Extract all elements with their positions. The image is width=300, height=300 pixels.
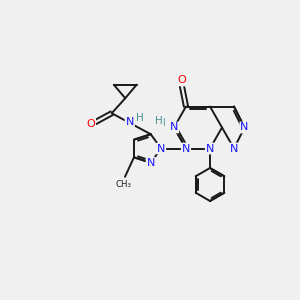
Text: N: N — [125, 117, 134, 127]
Text: N: N — [206, 143, 214, 154]
Text: O: O — [86, 119, 95, 129]
Text: N: N — [146, 158, 155, 168]
Text: H: H — [136, 113, 143, 123]
Text: N: N — [170, 122, 178, 133]
Text: H: H — [158, 118, 165, 128]
Text: N: N — [240, 122, 249, 133]
Text: H: H — [155, 116, 163, 127]
Text: N: N — [230, 143, 238, 154]
Text: CH₃: CH₃ — [116, 180, 131, 189]
Text: N: N — [182, 143, 190, 154]
Text: O: O — [177, 75, 186, 85]
Text: N: N — [157, 143, 165, 154]
